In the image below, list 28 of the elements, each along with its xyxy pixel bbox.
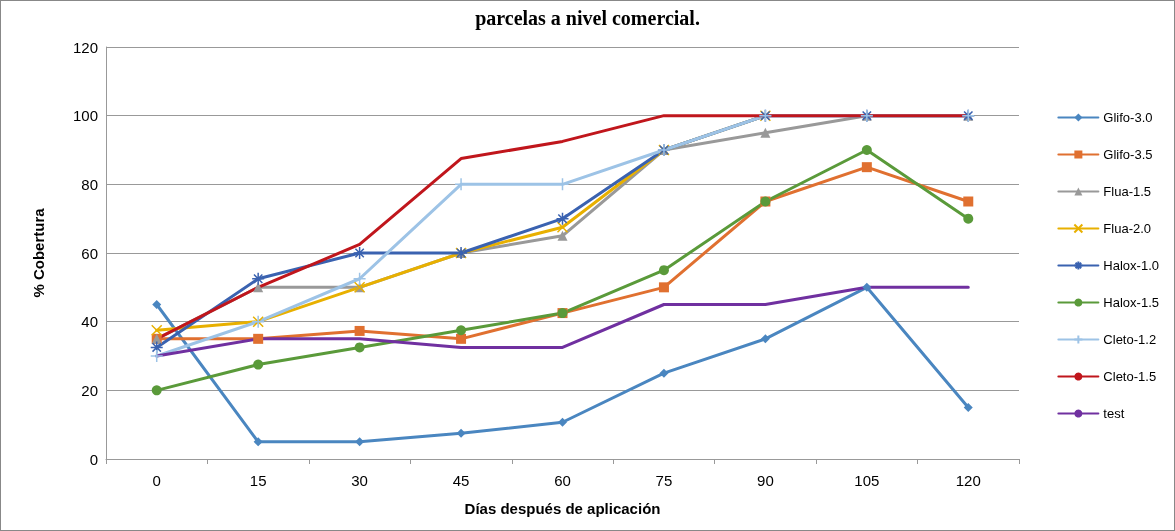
y-tick-label: 0: [89, 450, 98, 468]
y-tick-label: 40: [81, 313, 98, 331]
legend-label: Glifo-3.5: [1103, 147, 1153, 162]
y-tick-label: 60: [81, 244, 98, 262]
x-axis-title: Días después de aplicación: [464, 500, 661, 517]
x-tick-label: 105: [854, 472, 880, 489]
x-tick-label: 30: [351, 472, 368, 489]
x-tick-label: 15: [249, 472, 267, 489]
x-tick-label: 120: [955, 472, 981, 489]
legend-label: Halox-1.0: [1103, 258, 1159, 273]
legend-label: Flua-1.5: [1103, 184, 1152, 199]
legend-label: Cleto-1.5: [1103, 369, 1157, 384]
y-tick-label: 120: [72, 38, 98, 56]
chart-title: parcelas a nivel comercial.: [475, 7, 700, 30]
x-tick-label: 45: [452, 472, 470, 489]
x-tick-label: 0: [152, 472, 161, 489]
y-tick-label: 80: [81, 175, 98, 193]
y-tick-label: 100: [72, 107, 98, 125]
legend-label: test: [1103, 406, 1125, 421]
y-axis-title: % Cobertura: [30, 207, 47, 298]
x-tick-label: 60: [554, 472, 571, 489]
legend-label: Flua-2.0: [1103, 221, 1152, 236]
legend-label: Glifo-3.0: [1103, 110, 1153, 125]
y-tick-label: 20: [81, 381, 98, 399]
legend-label: Halox-1.5: [1103, 295, 1159, 310]
x-tick-label: 75: [655, 472, 673, 489]
x-tick-label: 90: [757, 472, 774, 489]
legend-label: Cleto-1.2: [1103, 332, 1157, 347]
